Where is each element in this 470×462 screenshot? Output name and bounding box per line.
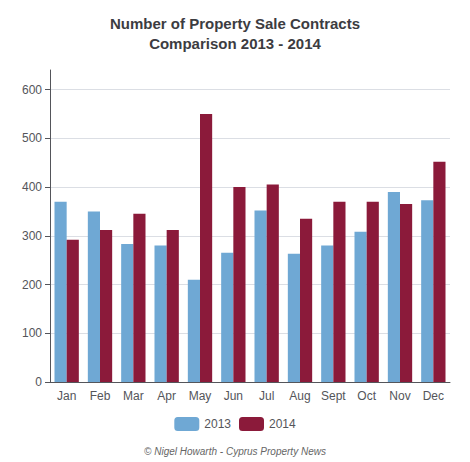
svg-text:© Nigel Howarth - Cyprus Prope: © Nigel Howarth - Cyprus Property News [144,446,326,457]
svg-text:Sept: Sept [321,389,346,403]
svg-text:300: 300 [22,229,42,243]
svg-text:200: 200 [22,278,42,292]
svg-text:Jun: Jun [224,389,243,403]
svg-text:Number of Property Sale Contra: Number of Property Sale Contracts [110,15,360,32]
svg-text:Dec: Dec [423,389,444,403]
svg-text:Mar: Mar [123,389,144,403]
svg-text:500: 500 [22,131,42,145]
svg-text:400: 400 [22,180,42,194]
svg-text:600: 600 [22,83,42,97]
svg-text:Nov: Nov [389,389,410,403]
svg-text:Jul: Jul [259,389,274,403]
svg-text:Jan: Jan [57,389,76,403]
svg-text:Apr: Apr [157,389,176,403]
svg-text:May: May [189,389,212,403]
svg-text:Oct: Oct [357,389,376,403]
svg-text:100: 100 [22,326,42,340]
svg-text:Comparison 2013 - 2014: Comparison 2013 - 2014 [149,35,321,52]
svg-text:0: 0 [35,375,42,389]
svg-text:2014: 2014 [269,417,296,431]
svg-text:Aug: Aug [289,389,310,403]
svg-text:Feb: Feb [90,389,111,403]
svg-text:2013: 2013 [204,417,231,431]
